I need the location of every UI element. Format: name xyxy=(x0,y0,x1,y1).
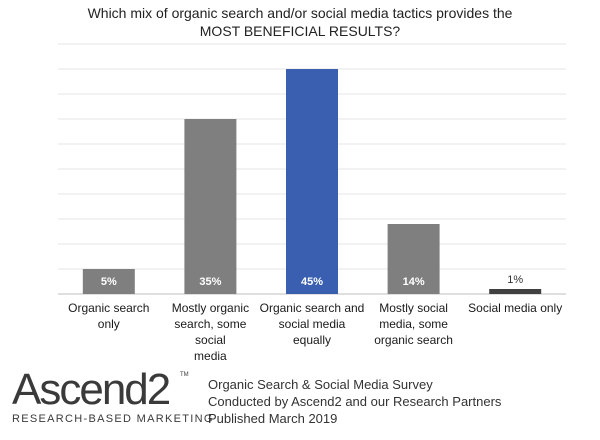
bar-chart: 5% 35% 45% 14% 1% xyxy=(58,43,566,295)
footer: Ascend2 TM RESEARCH-BASED MARKETING Orga… xyxy=(0,368,600,440)
data-label-4: 1% xyxy=(507,274,523,286)
category-label-1: Mostly organic search, some social media xyxy=(157,300,263,364)
category-label-4: Social media only xyxy=(462,300,568,316)
category-label-3: Mostly social media, some organic search xyxy=(361,300,467,348)
ascend2-logo: Ascend2 TM RESEARCH-BASED MARKETING xyxy=(12,365,214,426)
category-label-2-line-1: social media xyxy=(278,317,346,331)
chart-title: Which mix of organic search and/or socia… xyxy=(0,4,600,40)
category-label-3-line-1: media, some xyxy=(379,317,448,331)
data-label-3: 14% xyxy=(403,276,425,288)
survey-name: Organic Search & Social Media Survey xyxy=(208,377,433,392)
data-label-1: 35% xyxy=(199,276,221,288)
bar-0 xyxy=(82,269,135,294)
category-label-1-line-1: search, some social xyxy=(174,317,247,347)
category-label-3-line-0: Mostly social xyxy=(379,301,448,315)
bar-1 xyxy=(184,119,237,294)
category-label-2-line-0: Organic search and xyxy=(259,301,365,315)
category-label-2: Organic search and social media equally xyxy=(259,300,365,348)
survey-conducted-by: Conducted by Ascend2 and our Research Pa… xyxy=(208,394,502,409)
category-label-4-line-0: Social media only xyxy=(468,301,563,315)
logo-wordmark: Ascend2 xyxy=(12,365,171,414)
category-label-3-line-2: organic search xyxy=(374,333,453,347)
category-label-1-line-2: media xyxy=(194,349,227,363)
data-label-2: 45% xyxy=(301,276,323,288)
bar-4 xyxy=(489,289,542,294)
bar-3 xyxy=(387,224,440,294)
category-label-0: Organic search only xyxy=(56,300,162,332)
chart-title-line-1: Which mix of organic search and/or socia… xyxy=(87,5,513,21)
survey-info: Organic Search & Social Media Survey Con… xyxy=(208,376,501,427)
logo-tagline: RESEARCH-BASED MARKETING xyxy=(12,413,214,425)
data-label-0: 5% xyxy=(101,276,117,288)
chart-title-line-2: MOST BENEFICIAL RESULTS? xyxy=(199,23,401,39)
category-label-0-line-0: Organic search only xyxy=(68,301,150,331)
category-label-1-line-0: Mostly organic xyxy=(171,301,250,315)
category-label-2-line-2: equally xyxy=(292,333,332,347)
bar-2 xyxy=(286,69,338,294)
logo-trademark: TM xyxy=(180,372,189,378)
survey-published-date: Published March 2019 xyxy=(208,411,338,426)
